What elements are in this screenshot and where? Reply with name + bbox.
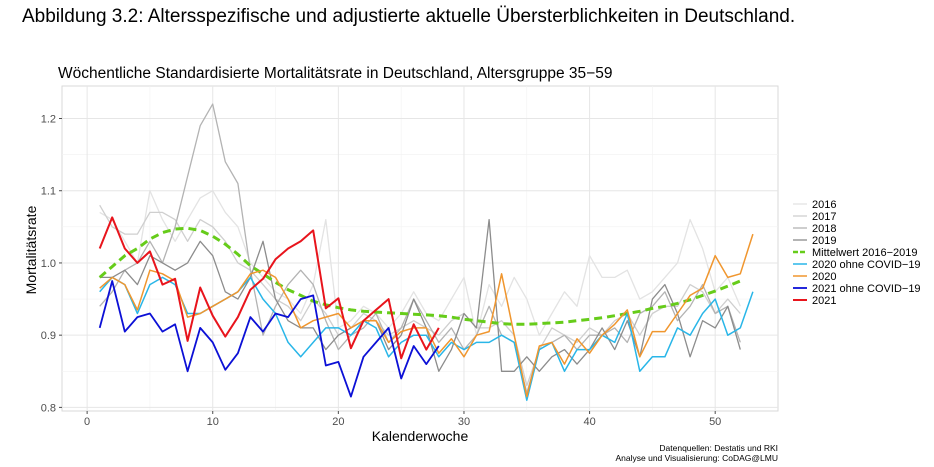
y-tick-label: 1.2 — [41, 114, 56, 126]
x-tick-label: 50 — [709, 416, 721, 428]
x-tick-label: 10 — [207, 416, 219, 428]
series-line-2 — [99, 103, 741, 394]
x-tick-label: 20 — [332, 416, 344, 428]
figure-title: Abbildung 3.2: Altersspezifische und adj… — [22, 6, 796, 27]
legend-label-6: 2020 — [812, 271, 836, 283]
y-tick-label: 1.0 — [41, 258, 56, 270]
x-axis-ticks: 0 10 20 30 40 50 — [84, 411, 721, 428]
y-tick-label: 0.8 — [41, 402, 56, 414]
series-line-7 — [98, 280, 440, 398]
legend-label-4: Mittelwert 2016−2019 — [812, 247, 917, 259]
x-tick-label: 0 — [84, 416, 90, 428]
y-tick-label: 0.9 — [41, 330, 56, 342]
y-axis-label: Mortalitätsrate — [23, 205, 39, 294]
legend-label-8: 2021 — [812, 295, 836, 307]
series-line-1 — [99, 204, 741, 387]
x-axis-label: Kalenderwoche — [372, 428, 469, 444]
series-lines — [98, 103, 754, 401]
series-line-0 — [99, 190, 741, 336]
legend-label-7: 2021 ohne COVID−19 — [812, 283, 921, 295]
legend-label-2: 2018 — [812, 223, 836, 235]
source-line-2: Analyse und Visualisierung: CoDAG@LMU — [616, 453, 779, 463]
plot-panel — [61, 85, 779, 412]
y-axis-ticks: 0.8 0.9 1.0 1.1 1.2 — [41, 114, 62, 414]
series-line-4 — [98, 226, 741, 326]
plot-title: Wöchentliche Standardisierte Mortalitäts… — [58, 65, 612, 82]
legend-label-5: 2020 ohne COVID−19 — [812, 259, 921, 271]
x-tick-label: 30 — [458, 416, 470, 428]
legend-label-3: 2019 — [812, 235, 836, 247]
legend-label-0: 2016 — [812, 199, 836, 211]
source-line-1: Datenquellen: Destatis und RKI — [659, 443, 778, 453]
series-line-8 — [98, 216, 440, 360]
x-tick-label: 40 — [583, 416, 595, 428]
y-tick-label: 1.1 — [41, 186, 56, 198]
legend-label-1: 2017 — [812, 211, 836, 223]
